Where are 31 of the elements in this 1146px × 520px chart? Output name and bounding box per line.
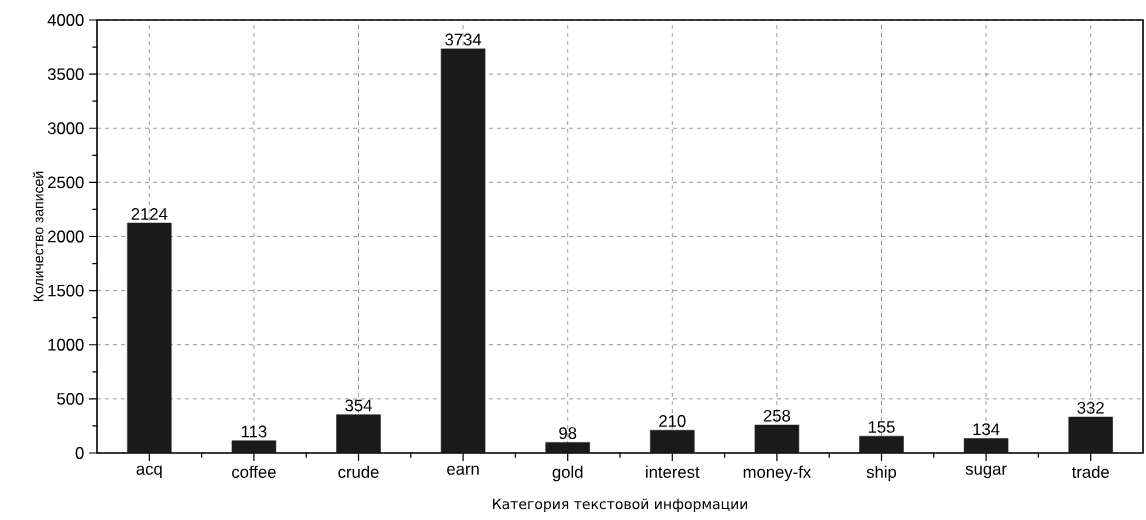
- x-tick-label: gold: [552, 465, 583, 482]
- y-tick-label: 500: [57, 392, 84, 405]
- x-tick-label: ship: [866, 465, 897, 482]
- y-tick-label: 1500: [48, 284, 84, 297]
- data-label: 2124: [131, 208, 168, 220]
- y-tick-label: 3500: [47, 68, 84, 81]
- y-tick-label: 3000: [47, 122, 84, 135]
- data-label: 98: [559, 427, 577, 439]
- y-tick-label: 4000: [47, 14, 84, 26]
- x-tick-label: trade: [1071, 465, 1109, 478]
- y-tick-label: 1000: [48, 338, 84, 351]
- x-tick-label: acq: [136, 465, 162, 479]
- x-tick-label: interest: [646, 465, 700, 478]
- y-tick-label: 2500: [48, 176, 84, 189]
- data-label: 258: [763, 409, 791, 422]
- data-label: 134: [973, 423, 1000, 436]
- data-label: 155: [868, 421, 895, 433]
- data-label: 332: [1077, 401, 1104, 414]
- data-label: 3734: [445, 33, 482, 46]
- y-tick-label: 0: [75, 447, 84, 459]
- x-tick-label: money-fx: [743, 465, 811, 482]
- x-tick-label: coffee: [232, 465, 276, 478]
- data-label: 113: [241, 425, 267, 438]
- x-tick-label: crude: [338, 465, 379, 478]
- x-axis-title: Категория текстовой информации: [493, 498, 748, 512]
- x-tick-label: earn: [447, 465, 479, 475]
- y-axis-title: Количество записей: [32, 171, 44, 301]
- y-tick-label: 2000: [48, 230, 84, 243]
- data-label: 354: [345, 399, 372, 412]
- x-tick-label: sugar: [965, 465, 1007, 479]
- data-label: 210: [659, 415, 686, 427]
